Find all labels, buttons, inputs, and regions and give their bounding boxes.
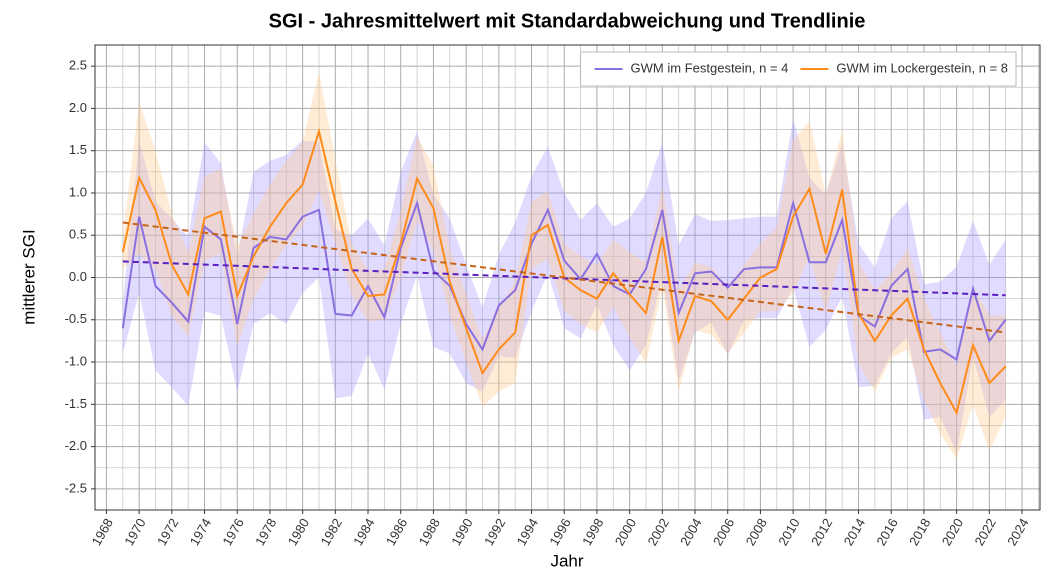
y-tick-label: 1.5 (69, 142, 87, 157)
series-line (121, 199, 1007, 362)
y-tick-label: 0.0 (69, 269, 87, 284)
y-tick-label: -1.0 (65, 353, 87, 368)
legend-label: GWM im Lockergestein, n = 8 (836, 60, 1008, 75)
sd-band (122, 118, 1006, 453)
legend: GWM im Festgestein, n = 4 GWM im Lockerge… (580, 51, 1017, 87)
x-axis-label: Jahr (550, 551, 583, 570)
y-tick-label: 2.0 (69, 100, 87, 115)
y-tick-label: -2.0 (65, 438, 87, 453)
chart-title: SGI - Jahresmittelwert mit Standardabwei… (269, 10, 866, 32)
legend-label: GWM im Festgestein, n = 4 (631, 60, 789, 75)
y-tick-label: 2.5 (69, 58, 87, 73)
y-tick-label: 0.5 (69, 227, 87, 242)
y-tick-label: -0.5 (65, 311, 87, 326)
y-axis-label: mittlerer SGI (19, 229, 38, 324)
y-tick-label: -1.5 (65, 396, 87, 411)
sd-band (122, 72, 1006, 460)
panel-border (94, 44, 1041, 511)
y-tick-label: 1.0 (69, 184, 87, 199)
legend-box (580, 51, 1017, 87)
trend-line (122, 221, 1006, 334)
y-tick-label: -2.5 (65, 480, 87, 495)
